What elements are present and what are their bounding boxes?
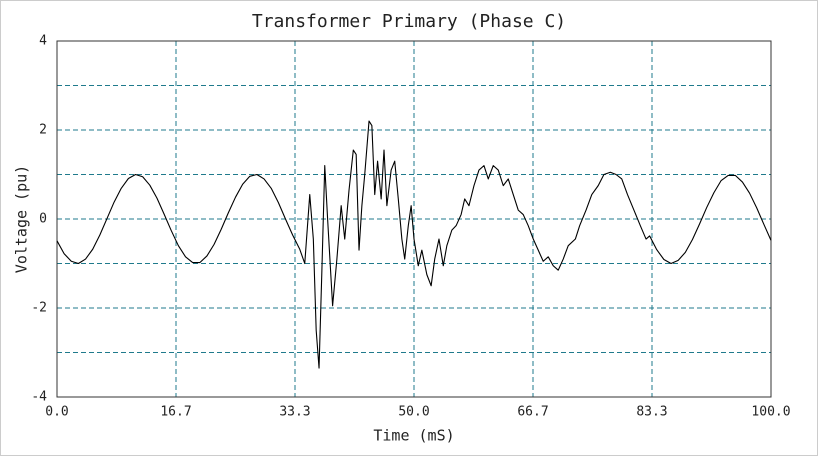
x-tick-label: 50.0 — [398, 405, 429, 420]
x-tick-label: 83.3 — [636, 405, 667, 420]
x-tick-label: 0.0 — [45, 405, 68, 420]
x-tick-label: 100.0 — [751, 405, 790, 420]
x-tick-label: 66.7 — [517, 405, 548, 420]
chart-title: Transformer Primary (Phase C) — [252, 11, 566, 32]
y-tick-label: -4 — [31, 390, 47, 405]
x-axis-label: Time (mS) — [373, 427, 454, 445]
y-tick-label: 4 — [39, 34, 47, 49]
y-tick-label: 2 — [39, 123, 47, 138]
y-tick-label: 0 — [39, 212, 47, 227]
x-tick-label: 16.7 — [160, 405, 191, 420]
plot-frame — [56, 40, 772, 398]
y-axis-label: Voltage (pu) — [13, 165, 31, 273]
y-tick-label: -2 — [31, 301, 47, 316]
x-tick-label: 33.3 — [279, 405, 310, 420]
line — [56, 120, 772, 369]
